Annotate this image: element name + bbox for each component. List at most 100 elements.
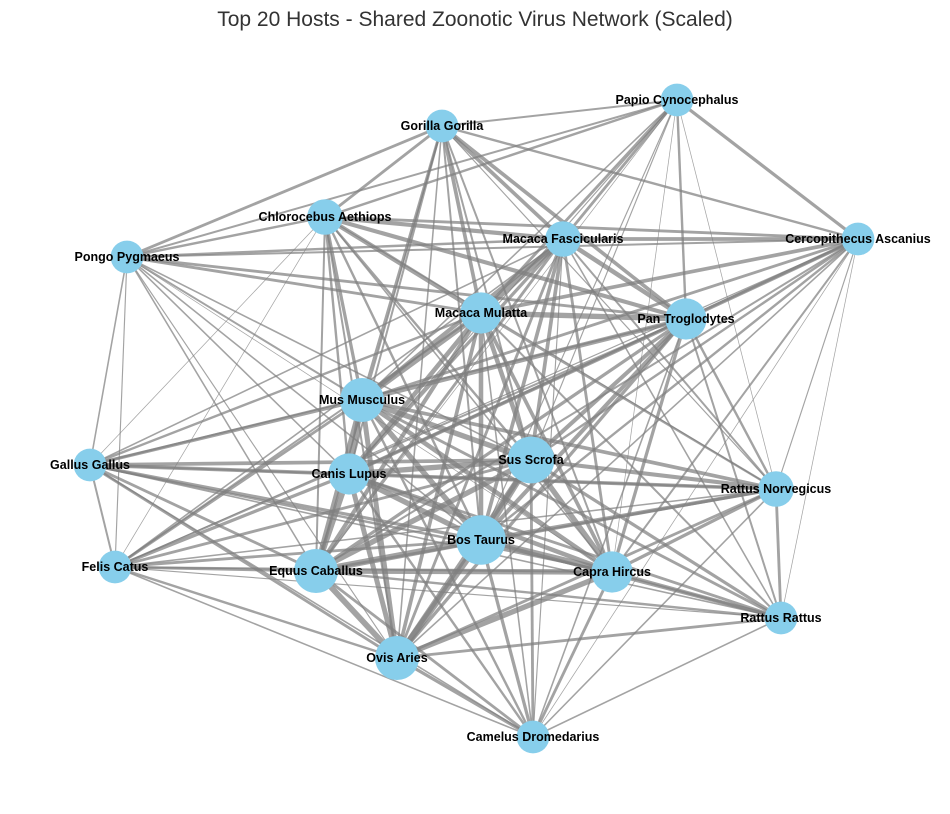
edge-pan-rnorv <box>684 318 778 490</box>
edge-macfas-canis <box>347 237 565 476</box>
edge-papio-mus <box>361 99 678 401</box>
node-equus <box>294 549 338 593</box>
edge-pan-capra <box>610 318 688 573</box>
edge-chloro-pan <box>324 215 687 321</box>
node-gallus <box>73 448 107 482</box>
edge-rnorv-rrat <box>774 488 783 619</box>
edge-pongo-mus <box>126 256 363 401</box>
edge-layer <box>89 98 859 739</box>
edge-papio-cerco <box>676 98 859 241</box>
edge-equus-bos <box>315 536 482 575</box>
edge-gallus-capra <box>89 463 613 574</box>
edge-bos-camel <box>479 539 535 738</box>
node-bos <box>456 515 506 565</box>
edge-pongo-cerco <box>126 238 859 258</box>
edge-cerco-equus <box>315 238 859 572</box>
edge-cerco-rrat <box>780 238 859 619</box>
node-rrat <box>764 601 798 635</box>
edge-felis-rrat <box>114 566 782 619</box>
edge-equus-capra <box>315 568 613 575</box>
edge-macfas-rrat <box>562 238 782 619</box>
edge-mus-rnorv <box>361 398 777 491</box>
edge-pongo-ovis <box>126 256 398 659</box>
node-label-cerco: Cercopithecus Ascanius <box>785 232 930 246</box>
node-canis <box>328 453 370 495</box>
edge-papio-chloro <box>324 98 678 219</box>
edge-capra-ovis <box>395 569 614 661</box>
edge-pongo-pan <box>126 255 687 321</box>
edge-cerco-macmul <box>480 237 859 315</box>
edge-pongo-sus <box>126 256 532 461</box>
edge-chloro-pongo <box>126 215 326 259</box>
edge-mus-felis <box>114 398 363 569</box>
edge-gorilla-pongo <box>126 124 443 259</box>
node-label-mus: Mus Musculus <box>319 393 405 407</box>
edge-pongo-felis <box>114 256 128 568</box>
node-label-sus: Sus Scrofa <box>498 453 564 467</box>
edge-mus-sus <box>361 397 532 463</box>
edge-pongo-macfas <box>126 237 564 259</box>
node-label-gallus: Gallus Gallus <box>50 458 130 472</box>
edge-rrat-ovis <box>396 616 782 660</box>
edge-sus-felis <box>114 458 532 569</box>
node-label-equus: Equus Caballus <box>269 564 363 578</box>
node-label-canis: Canis Lupus <box>311 467 386 481</box>
node-label-ovis: Ovis Aries <box>366 651 427 665</box>
edge-papio-sus <box>530 99 678 461</box>
node-label-bos: Bos Taurus <box>447 533 515 547</box>
edge-sus-equus <box>314 457 533 574</box>
chart-title: Top 20 Hosts - Shared Zoonotic Virus Net… <box>217 8 733 31</box>
edge-mus-gallus <box>89 398 363 467</box>
node-felis <box>98 550 132 584</box>
edge-rnorv-camel <box>532 488 777 738</box>
edge-gallus-camel <box>89 464 534 738</box>
edge-mus-rrat <box>361 398 782 620</box>
edge-gallus-rrat <box>89 464 782 619</box>
edge-macmul-gallus <box>89 311 482 467</box>
node-label-capra: Capra Hircus <box>573 565 651 579</box>
node-pongo <box>110 240 144 274</box>
edge-canis-felis <box>114 472 350 569</box>
node-macfas <box>545 221 581 257</box>
edge-mus-camel <box>360 399 535 738</box>
node-label-pan: Pan Troglodytes <box>637 312 734 326</box>
edge-macmul-canis <box>347 311 483 476</box>
node-layer <box>73 83 875 754</box>
edge-cerco-bos <box>480 238 859 541</box>
edge-gorilla-capra <box>441 125 613 573</box>
node-label-rrat: Rattus Rattus <box>740 611 821 625</box>
edge-macfas-pan <box>561 237 688 321</box>
edge-canis-rrat <box>348 472 782 620</box>
edge-pongo-gallus <box>89 256 128 466</box>
edge-rnorv-felis <box>114 488 777 568</box>
edge-gorilla-cerco <box>441 124 859 241</box>
edge-chloro-macfas <box>324 214 564 242</box>
node-label-pongo: Pongo Pygmaeus <box>75 250 180 264</box>
edge-ovis-camel <box>396 656 534 739</box>
edge-chloro-gallus <box>89 216 326 466</box>
node-ovis <box>375 636 419 680</box>
edge-gorilla-macfas <box>440 124 565 241</box>
node-capra <box>591 551 633 593</box>
node-macmul <box>460 292 502 334</box>
node-sus <box>507 436 555 484</box>
node-label-camel: Camelus Dromedarius <box>467 730 600 744</box>
edge-chloro-cerco <box>324 215 859 241</box>
edge-pongo-bos <box>126 256 482 541</box>
edge-macfas-gallus <box>89 238 564 466</box>
node-label-felis: Felis Catus <box>82 560 149 574</box>
edge-mus-capra <box>360 398 614 574</box>
edge-rrat-camel <box>532 617 782 738</box>
edge-felis-ovis <box>114 565 398 660</box>
edge-pan-ovis <box>395 317 688 660</box>
edge-cerco-sus <box>530 237 859 462</box>
node-label-papio: Papio Cynocephalus <box>616 93 739 107</box>
edge-cerco-capra <box>611 238 859 573</box>
node-rnorv <box>758 471 794 507</box>
edge-macmul-camel <box>480 312 534 738</box>
edge-papio-pongo <box>126 99 678 258</box>
edge-capra-rrat <box>611 570 782 620</box>
edge-felis-bos <box>114 538 482 569</box>
node-cerco <box>841 222 875 256</box>
